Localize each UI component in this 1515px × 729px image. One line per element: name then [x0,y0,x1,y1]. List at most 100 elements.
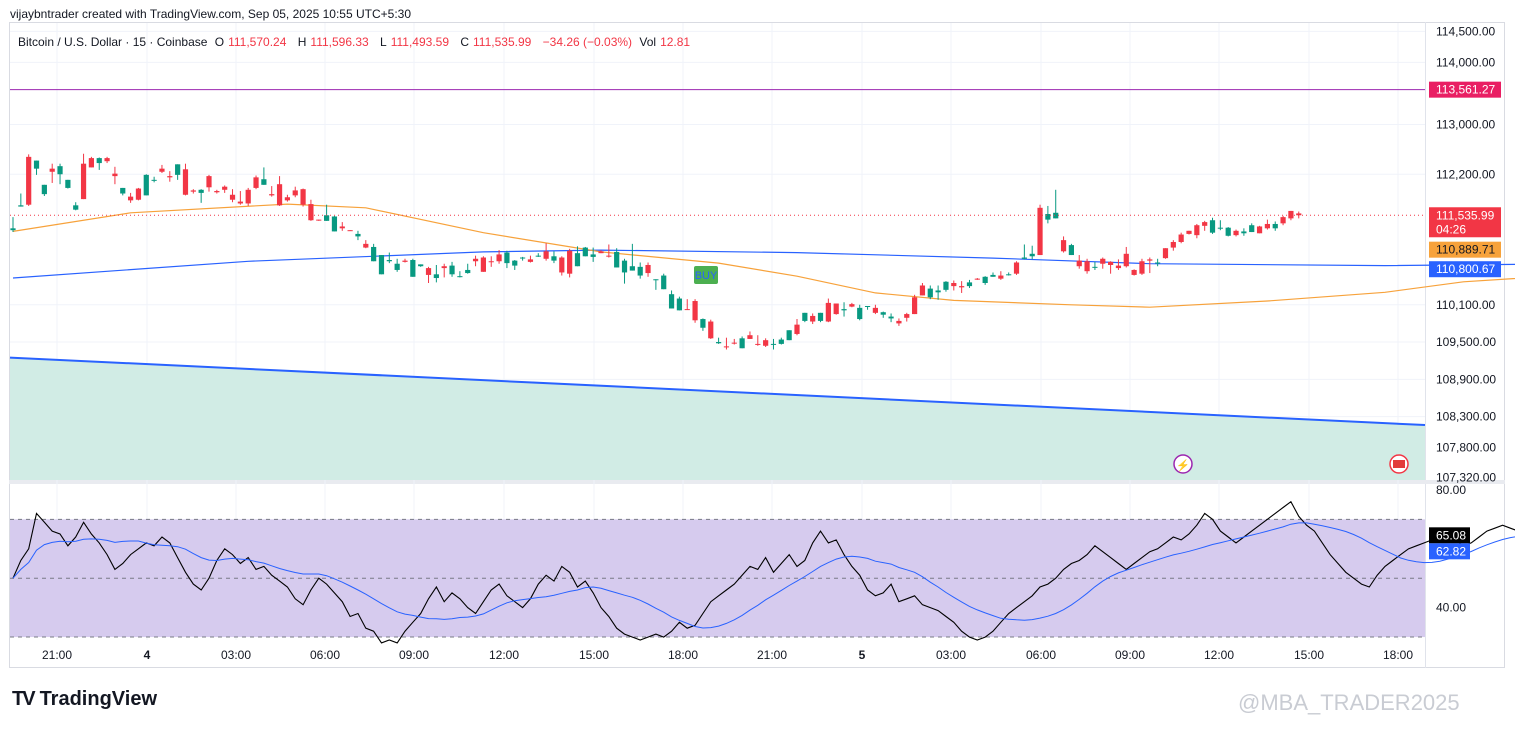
candle[interactable] [1053,212,1059,219]
candle[interactable] [433,274,439,279]
candle[interactable] [206,176,212,188]
candle[interactable] [135,188,142,200]
candle[interactable] [645,264,651,274]
candle[interactable] [512,260,518,266]
trendline[interactable] [9,356,1426,427]
candle[interactable] [692,301,698,321]
candle[interactable] [10,228,16,231]
candle[interactable] [535,255,541,257]
candle[interactable] [653,279,659,281]
candle[interactable] [229,194,236,200]
candle[interactable] [598,251,604,254]
pane-divider[interactable] [9,480,1505,484]
candle[interactable] [143,174,149,196]
candle[interactable] [904,314,910,318]
candle[interactable] [1155,262,1161,264]
candle[interactable] [1264,223,1270,229]
candle[interactable] [41,184,47,195]
candle[interactable] [49,168,55,172]
candle[interactable] [214,191,220,193]
candle[interactable] [457,276,463,278]
candle[interactable] [159,168,165,172]
candle[interactable] [128,196,134,201]
candle[interactable] [331,216,338,232]
candle[interactable] [543,251,549,259]
candle[interactable] [1100,258,1106,264]
symbol-title[interactable]: Bitcoin / U.S. Dollar · 15 · Coinbase [18,35,208,49]
candle[interactable] [198,189,204,193]
candle[interactable] [825,302,831,322]
candle[interactable] [880,312,886,315]
candle[interactable] [716,342,722,344]
candle[interactable] [1006,274,1012,276]
candle[interactable] [96,158,102,164]
candle[interactable] [763,340,769,346]
candle[interactable] [755,343,761,345]
rsi-line[interactable] [12,500,1515,644]
candle[interactable] [770,343,777,345]
candle[interactable] [888,316,894,319]
candle[interactable] [606,255,612,257]
candle[interactable] [959,286,965,288]
candle[interactable] [418,264,424,267]
candle[interactable] [26,156,32,205]
candle[interactable] [175,164,181,175]
candle[interactable] [120,187,126,194]
candle[interactable] [896,320,902,324]
candle[interactable] [935,290,941,293]
candle[interactable] [104,158,110,162]
candle[interactable] [1296,213,1302,216]
candle[interactable] [841,309,847,311]
candle[interactable] [676,298,682,311]
candle[interactable] [1209,220,1216,233]
candle[interactable] [182,169,189,195]
candle[interactable] [1045,214,1051,220]
candle[interactable] [1139,261,1145,274]
candle[interactable] [1272,223,1278,229]
candle[interactable] [347,230,353,232]
candle[interactable] [1092,266,1098,268]
candle[interactable] [324,215,330,221]
candle[interactable] [488,261,494,263]
candle[interactable] [363,243,369,248]
candle[interactable] [308,204,314,221]
candle[interactable] [1084,261,1090,272]
candle[interactable] [857,307,863,320]
candle[interactable] [1060,240,1067,252]
candle[interactable] [504,252,510,264]
candle[interactable] [441,266,447,269]
candle[interactable] [1123,253,1129,267]
candle[interactable] [80,163,87,200]
candle[interactable] [1225,227,1231,236]
candle[interactable] [276,184,283,206]
candle[interactable] [33,160,40,169]
candle[interactable] [1021,257,1027,259]
candle[interactable] [1217,227,1223,229]
candle[interactable] [355,233,361,237]
candle[interactable] [1037,207,1043,256]
candle[interactable] [1178,234,1184,242]
candle[interactable] [151,179,157,181]
candle[interactable] [582,247,588,257]
candle[interactable] [637,266,643,276]
candle[interactable] [402,260,408,262]
candle[interactable] [222,186,228,190]
candle[interactable] [449,265,455,275]
candle[interactable] [1280,217,1286,224]
candle[interactable] [927,288,933,298]
candle[interactable] [614,251,620,268]
candle[interactable] [661,275,667,290]
candle[interactable] [943,281,949,290]
candle[interactable] [919,285,926,296]
candle[interactable] [410,260,416,277]
candle[interactable] [810,315,816,322]
candle[interactable] [269,194,275,196]
candle[interactable] [253,177,259,188]
candle[interactable] [731,342,737,344]
candle[interactable] [849,304,855,307]
candle[interactable] [951,283,957,287]
candle[interactable] [112,173,118,177]
candle[interactable] [1194,225,1200,236]
candle[interactable] [723,346,730,348]
candle[interactable] [1256,226,1263,234]
